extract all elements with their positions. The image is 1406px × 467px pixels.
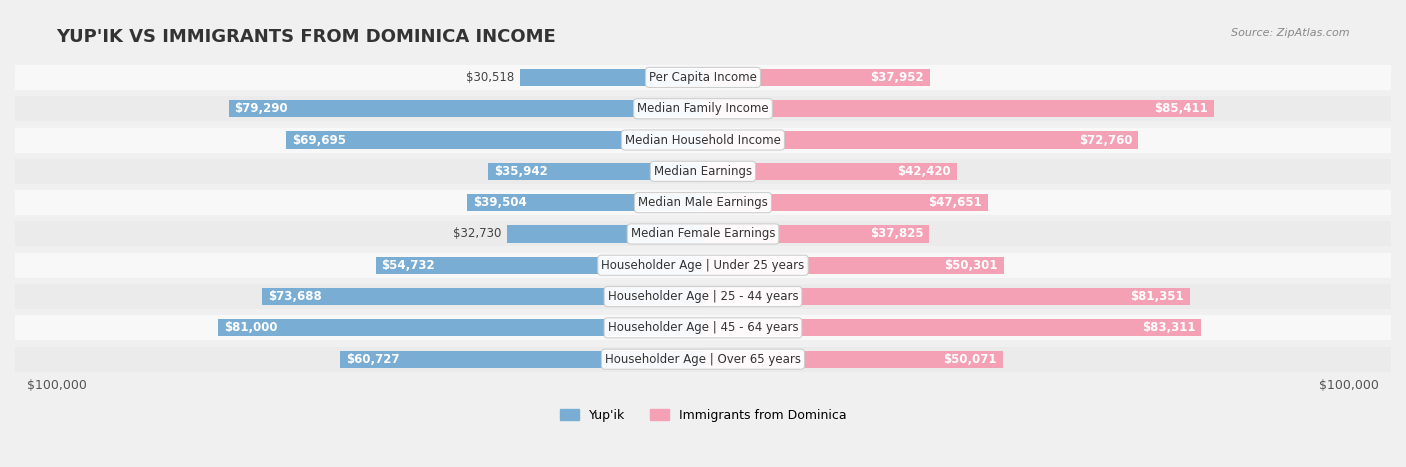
Bar bbox=[262, 288, 703, 305]
Text: Per Capita Income: Per Capita Income bbox=[650, 71, 756, 84]
Bar bbox=[229, 100, 703, 117]
Text: Householder Age | Under 25 years: Householder Age | Under 25 years bbox=[602, 259, 804, 272]
Text: $81,351: $81,351 bbox=[1130, 290, 1184, 303]
FancyBboxPatch shape bbox=[15, 96, 1391, 121]
Text: $54,732: $54,732 bbox=[381, 259, 436, 272]
FancyBboxPatch shape bbox=[15, 253, 1391, 278]
Text: Householder Age | Over 65 years: Householder Age | Over 65 years bbox=[605, 353, 801, 366]
Text: $72,760: $72,760 bbox=[1078, 134, 1132, 147]
Bar bbox=[703, 351, 1002, 368]
Text: $83,311: $83,311 bbox=[1142, 321, 1195, 334]
FancyBboxPatch shape bbox=[15, 159, 1391, 184]
Text: $47,651: $47,651 bbox=[928, 196, 983, 209]
Bar bbox=[703, 100, 1213, 117]
FancyBboxPatch shape bbox=[15, 65, 1391, 90]
Text: $79,290: $79,290 bbox=[235, 102, 288, 115]
Bar bbox=[703, 194, 988, 211]
Bar bbox=[703, 226, 929, 242]
Bar bbox=[703, 288, 1189, 305]
Bar bbox=[703, 257, 1004, 274]
Bar bbox=[703, 163, 956, 180]
Text: Median Household Income: Median Household Income bbox=[626, 134, 780, 147]
Text: $50,301: $50,301 bbox=[945, 259, 998, 272]
Text: $35,942: $35,942 bbox=[494, 165, 548, 178]
FancyBboxPatch shape bbox=[15, 284, 1391, 309]
Text: $30,518: $30,518 bbox=[467, 71, 515, 84]
Text: Householder Age | 25 - 44 years: Householder Age | 25 - 44 years bbox=[607, 290, 799, 303]
Text: Source: ZipAtlas.com: Source: ZipAtlas.com bbox=[1232, 28, 1350, 38]
Bar bbox=[340, 351, 703, 368]
FancyBboxPatch shape bbox=[15, 127, 1391, 153]
Bar bbox=[520, 69, 703, 86]
FancyBboxPatch shape bbox=[15, 221, 1391, 247]
Text: Householder Age | 45 - 64 years: Householder Age | 45 - 64 years bbox=[607, 321, 799, 334]
Bar bbox=[703, 131, 1139, 149]
FancyBboxPatch shape bbox=[15, 190, 1391, 215]
Bar bbox=[703, 319, 1201, 337]
Bar bbox=[488, 163, 703, 180]
Text: $85,411: $85,411 bbox=[1154, 102, 1208, 115]
Text: $81,000: $81,000 bbox=[225, 321, 278, 334]
Bar bbox=[508, 226, 703, 242]
Text: Median Family Income: Median Family Income bbox=[637, 102, 769, 115]
Text: $42,420: $42,420 bbox=[897, 165, 950, 178]
Text: Median Earnings: Median Earnings bbox=[654, 165, 752, 178]
Text: Median Male Earnings: Median Male Earnings bbox=[638, 196, 768, 209]
Bar bbox=[285, 131, 703, 149]
Bar bbox=[703, 69, 929, 86]
Text: $37,952: $37,952 bbox=[870, 71, 924, 84]
Text: $69,695: $69,695 bbox=[292, 134, 346, 147]
Text: $100,000: $100,000 bbox=[1319, 379, 1379, 392]
Bar bbox=[218, 319, 703, 337]
Bar bbox=[467, 194, 703, 211]
Text: $39,504: $39,504 bbox=[472, 196, 526, 209]
FancyBboxPatch shape bbox=[15, 347, 1391, 372]
Text: YUP'IK VS IMMIGRANTS FROM DOMINICA INCOME: YUP'IK VS IMMIGRANTS FROM DOMINICA INCOM… bbox=[56, 28, 555, 46]
Bar bbox=[375, 257, 703, 274]
Text: Median Female Earnings: Median Female Earnings bbox=[631, 227, 775, 241]
Text: $50,071: $50,071 bbox=[943, 353, 997, 366]
Text: $37,825: $37,825 bbox=[870, 227, 924, 241]
Text: $73,688: $73,688 bbox=[269, 290, 322, 303]
Legend: Yup'ik, Immigrants from Dominica: Yup'ik, Immigrants from Dominica bbox=[555, 403, 851, 427]
FancyBboxPatch shape bbox=[15, 315, 1391, 340]
Text: $60,727: $60,727 bbox=[346, 353, 399, 366]
Text: $32,730: $32,730 bbox=[453, 227, 501, 241]
Text: $100,000: $100,000 bbox=[27, 379, 87, 392]
